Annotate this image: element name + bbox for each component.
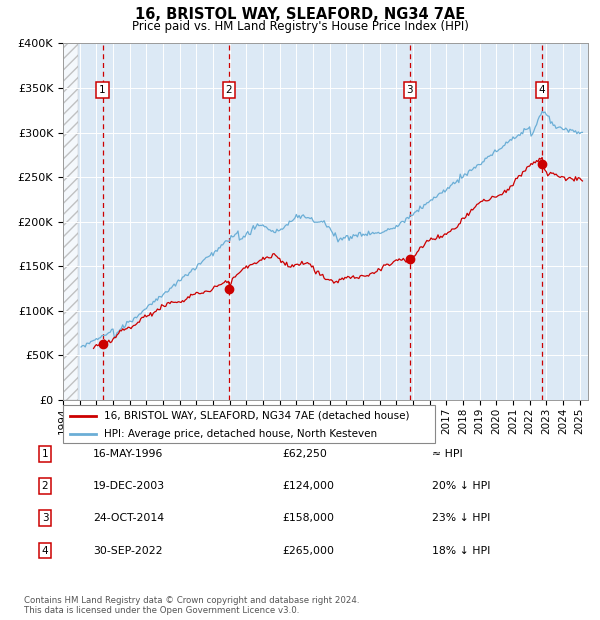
Text: ≈ HPI: ≈ HPI [432,449,463,459]
Text: 24-OCT-2014: 24-OCT-2014 [93,513,164,523]
Text: 4: 4 [539,85,545,95]
Text: HPI: Average price, detached house, North Kesteven: HPI: Average price, detached house, Nort… [104,428,377,439]
Text: 2: 2 [41,481,49,491]
Text: £158,000: £158,000 [282,513,334,523]
Text: Price paid vs. HM Land Registry's House Price Index (HPI): Price paid vs. HM Land Registry's House … [131,20,469,33]
Text: 19-DEC-2003: 19-DEC-2003 [93,481,165,491]
Text: £265,000: £265,000 [282,546,334,556]
Text: Contains HM Land Registry data © Crown copyright and database right 2024.
This d: Contains HM Land Registry data © Crown c… [24,596,359,615]
Text: 4: 4 [41,546,49,556]
Text: 1: 1 [41,449,49,459]
FancyBboxPatch shape [63,405,435,443]
Text: 16, BRISTOL WAY, SLEAFORD, NG34 7AE (detached house): 16, BRISTOL WAY, SLEAFORD, NG34 7AE (det… [104,410,409,420]
Text: 3: 3 [407,85,413,95]
Text: 2: 2 [226,85,232,95]
Text: 16, BRISTOL WAY, SLEAFORD, NG34 7AE: 16, BRISTOL WAY, SLEAFORD, NG34 7AE [135,7,465,22]
Text: 23% ↓ HPI: 23% ↓ HPI [432,513,490,523]
Text: 3: 3 [41,513,49,523]
Text: £124,000: £124,000 [282,481,334,491]
Text: £62,250: £62,250 [282,449,327,459]
Text: 20% ↓ HPI: 20% ↓ HPI [432,481,491,491]
Text: 18% ↓ HPI: 18% ↓ HPI [432,546,490,556]
Text: 16-MAY-1996: 16-MAY-1996 [93,449,163,459]
Text: 30-SEP-2022: 30-SEP-2022 [93,546,163,556]
Text: 1: 1 [99,85,106,95]
